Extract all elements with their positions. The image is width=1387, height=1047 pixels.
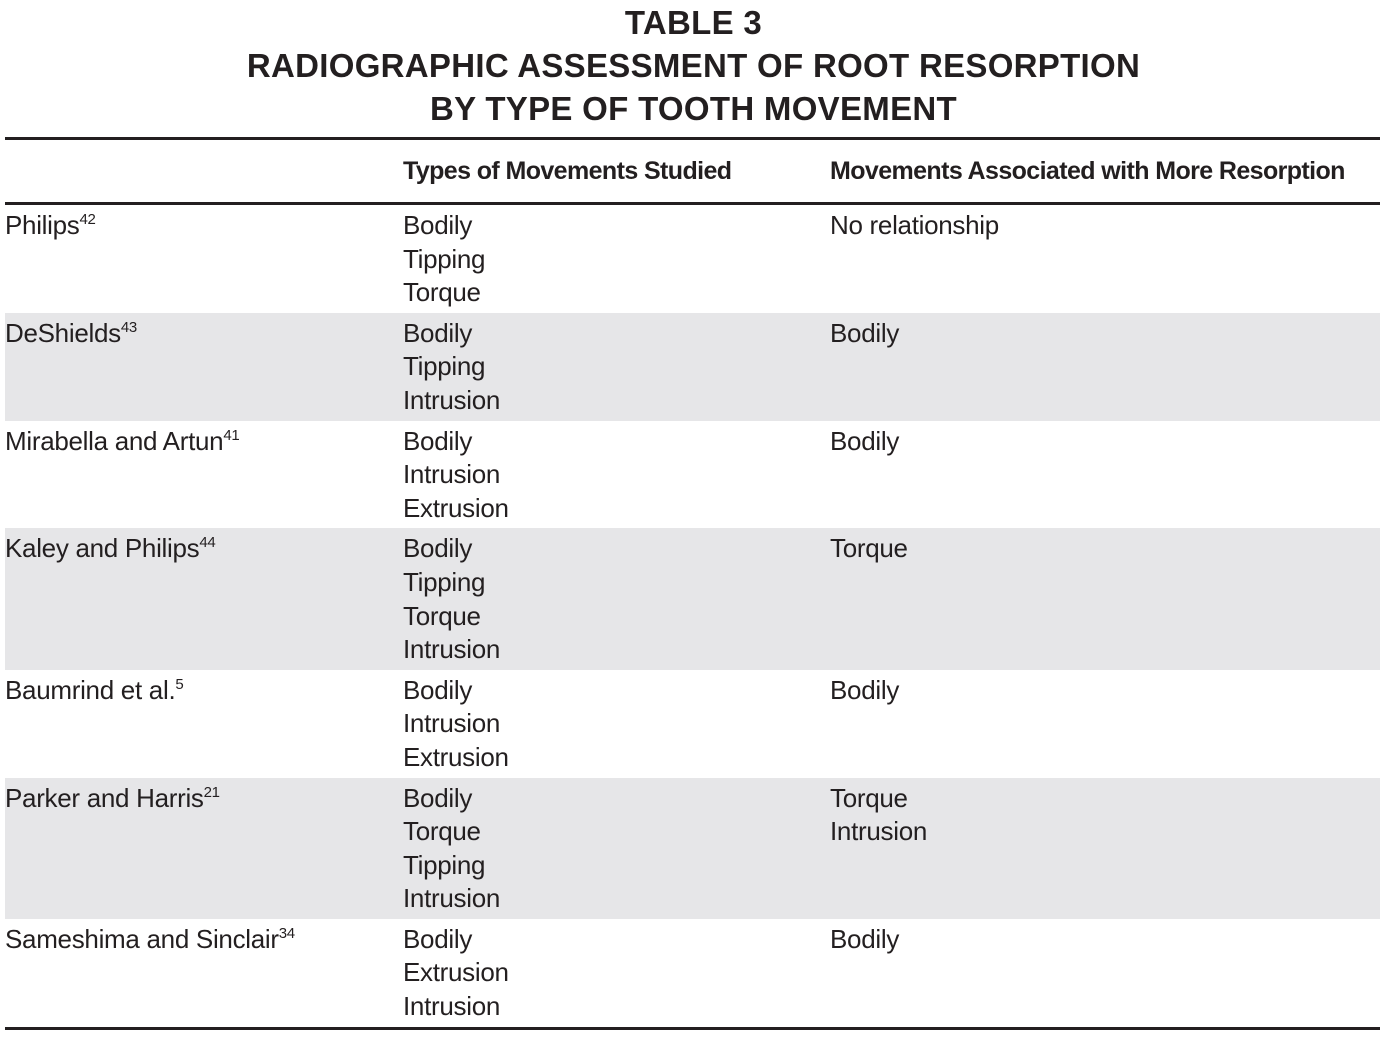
reference: 34 — [278, 924, 295, 942]
movement: Bodily — [403, 210, 473, 240]
movement: Intrusion — [403, 634, 501, 665]
movement: Bodily — [403, 674, 473, 705]
movement: Bodily — [403, 317, 473, 348]
studied-cell: Bodily Tipping Torque Intrusion — [403, 528, 830, 670]
movement: Extrusion — [403, 492, 509, 523]
study-name: Sameshima and Sinclair — [5, 923, 279, 954]
study-name: Kaley and Philips — [5, 533, 200, 564]
study-name: DeShields — [5, 317, 121, 348]
study-cell: Philips42 — [5, 204, 403, 313]
movement: Bodily — [403, 782, 473, 813]
movement: Intrusion — [830, 816, 928, 847]
movement: Bodily — [830, 923, 900, 954]
studied-cell: Bodily Intrusion Extrusion — [403, 670, 830, 778]
movement: Tipping — [403, 566, 486, 597]
header-row: Types of Movements Studied Movements Ass… — [5, 138, 1380, 205]
movement: Intrusion — [403, 459, 501, 490]
movement: Tipping — [403, 351, 486, 382]
study-name: Parker and Harris — [5, 782, 204, 813]
reference: 41 — [223, 426, 240, 444]
associated-cell: Torque — [830, 528, 1380, 670]
movement: Extrusion — [403, 741, 509, 772]
movement: Torque — [403, 600, 481, 631]
movement: Torque — [830, 782, 908, 813]
movement: Bodily — [403, 425, 473, 456]
table-row: Philips42 Bodily Tipping Torque No relations… — [5, 204, 1380, 313]
movement: Torque — [403, 277, 481, 308]
studied-cell: Bodily Extrusion Intrusion — [403, 919, 830, 1028]
movement: Bodily — [403, 923, 473, 954]
associated-cell: Bodily — [830, 312, 1380, 421]
associated-cell: Bodily — [830, 670, 1380, 778]
studied-cell: Bodily Intrusion Extrusion — [403, 421, 830, 529]
study-cell: Kaley and Philips44 — [5, 528, 403, 670]
study-name: Baumrind et al. — [5, 674, 176, 705]
movement: Bodily — [830, 317, 900, 348]
movement: Bodily — [830, 425, 900, 456]
studied-cell: Bodily Tipping Intrusion — [403, 312, 830, 421]
reference: 21 — [203, 783, 220, 801]
study-cell: Baumrind et al.5 — [5, 670, 403, 778]
movement: Intrusion — [403, 384, 501, 415]
header-blank — [5, 138, 403, 205]
movement: Torque — [830, 533, 908, 564]
table-row: DeShields43 Bodily Tipping Intrusion Bodily — [5, 312, 1380, 421]
reference: 5 — [175, 675, 184, 693]
movement: Intrusion — [403, 883, 501, 914]
study-cell: Sameshima and Sinclair34 — [5, 919, 403, 1028]
table-row: Baumrind et al.5 Bodily Intrusion Extrusion… — [5, 670, 1380, 778]
study-name: Philips — [5, 210, 80, 240]
table-row: Kaley and Philips44 Bodily Tipping Torque In… — [5, 528, 1380, 670]
studied-cell: Bodily Torque Tipping Intrusion — [403, 777, 830, 919]
table: Types of Movements Studied Movements Ass… — [5, 137, 1380, 1030]
movement: Intrusion — [403, 708, 501, 739]
study-cell: Mirabella and Artun41 — [5, 421, 403, 529]
table-title: TABLE 3 RADIOGRAPHIC ASSESSMENT OF ROOT R… — [0, 0, 1387, 130]
title-line: RADIOGRAPHIC ASSESSMENT OF ROOT RESORPTI… — [246, 47, 1141, 84]
movement: Tipping — [403, 849, 486, 880]
study-cell: Parker and Harris21 — [5, 777, 403, 919]
movement: Bodily — [830, 674, 900, 705]
reference: 44 — [199, 534, 216, 552]
table-row: Sameshima and Sinclair34 Bodily Extrusion I… — [5, 919, 1380, 1028]
movement: Torque — [403, 816, 481, 847]
study-name: Mirabella and Artun — [5, 425, 224, 456]
studied-cell: Bodily Tipping Torque — [403, 204, 830, 313]
study-cell: DeShields43 — [5, 312, 403, 421]
title-line: TABLE 3 — [624, 4, 763, 41]
associated-cell: Torque Intrusion — [830, 777, 1380, 919]
reference: 43 — [120, 318, 137, 336]
title-line: BY TYPE OF TOOTH MOVEMENT — [430, 90, 957, 127]
associated-cell: Bodily — [830, 421, 1380, 529]
associated-cell: Bodily — [830, 919, 1380, 1028]
associated-cell: No relationship — [830, 204, 1380, 313]
table-row: Mirabella and Artun41 Bodily Intrusion Extr… — [5, 421, 1380, 529]
movement: Bodily — [403, 533, 473, 564]
movement: Extrusion — [403, 957, 509, 988]
movement: Intrusion — [403, 991, 501, 1022]
header-cell: Movements Associated with More Resorptio… — [830, 138, 1380, 205]
header-cell: Types of Movements Studied — [403, 138, 830, 205]
reference: 42 — [79, 211, 96, 228]
movement: No relationship — [830, 210, 999, 240]
table-row: Parker and Harris21 Bodily Torque Tipping In… — [5, 777, 1380, 919]
movement: Tipping — [403, 243, 486, 274]
